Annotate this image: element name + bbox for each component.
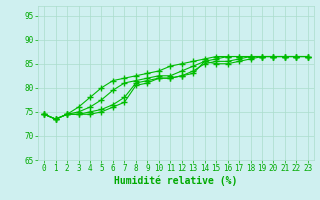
X-axis label: Humidité relative (%): Humidité relative (%) (114, 176, 238, 186)
